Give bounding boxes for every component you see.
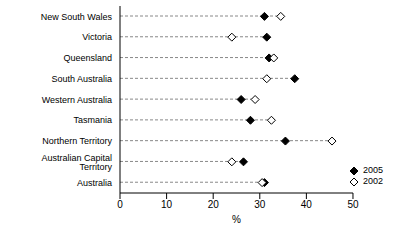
svg-text:0: 0 (117, 199, 123, 210)
svg-text:50: 50 (347, 199, 359, 210)
svg-text:10: 10 (161, 199, 173, 210)
svg-text:20: 20 (208, 199, 220, 210)
svg-text:New South Wales: New South Wales (41, 12, 113, 22)
svg-text:Western Australia: Western Australia (42, 95, 112, 105)
svg-text:Victoria: Victoria (82, 32, 112, 42)
svg-text:40: 40 (301, 199, 313, 210)
svg-text:%: % (232, 214, 241, 225)
html-text:2002: 2002 (363, 176, 383, 186)
svg-text:Australian CapitalTerritory: Australian CapitalTerritory (41, 153, 112, 172)
html-text:2005: 2005 (363, 165, 383, 175)
svg-text:South Australia: South Australia (51, 74, 112, 84)
svg-text:30: 30 (254, 199, 266, 210)
svg-text:Queensland: Queensland (63, 53, 112, 63)
svg-text:Tasmania: Tasmania (73, 115, 112, 125)
svg-text:Northern Territory: Northern Territory (42, 136, 112, 146)
svg-text:Australia: Australia (77, 178, 112, 188)
